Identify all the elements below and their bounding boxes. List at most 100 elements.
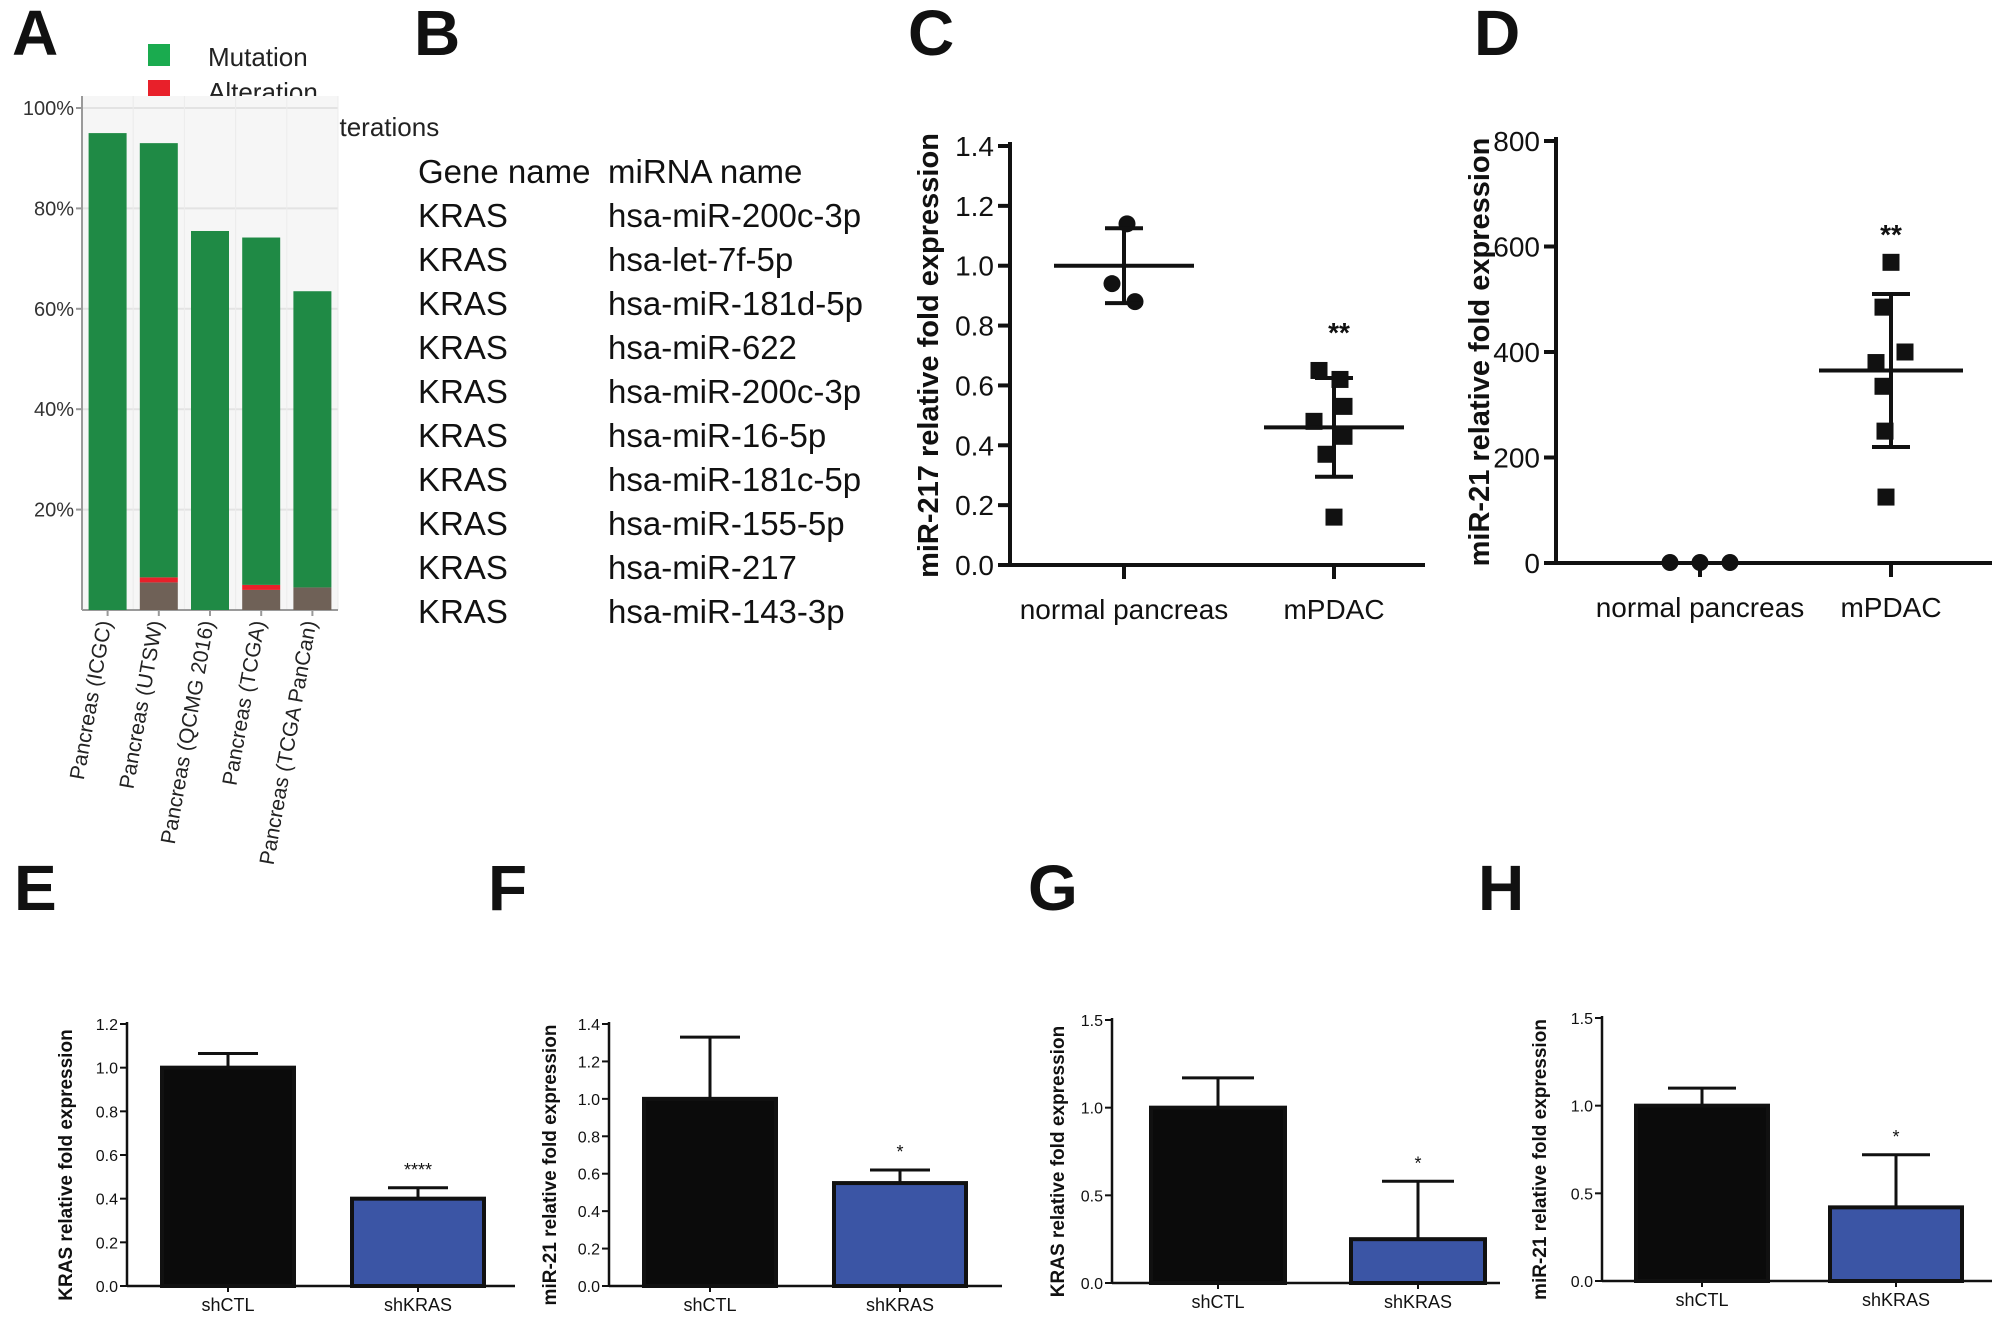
mirna-name-cell: hsa-miR-181c-5p bbox=[608, 461, 862, 498]
y-tick-label-e: 0.8 bbox=[96, 1104, 118, 1121]
category-label-d: normal pancreas bbox=[1596, 592, 1805, 623]
y-tick-label-d: 200 bbox=[1493, 443, 1540, 474]
legend-swatch-mutation bbox=[148, 44, 170, 66]
mirna-table: Gene name miRNA name KRAS hsa-miR-200c-3p… bbox=[418, 150, 863, 634]
mirna-name-cell: hsa-miR-181d-5p bbox=[608, 285, 863, 322]
y-axis-label-h: miR-21 relative fold expression bbox=[1530, 1019, 1551, 1300]
data-point bbox=[1335, 427, 1353, 445]
panel-letter-h: H bbox=[1478, 852, 1524, 924]
category-label-a: Pancreas (UTSW) bbox=[115, 619, 167, 791]
data-point bbox=[1691, 553, 1709, 571]
panel-letter-d: D bbox=[1474, 0, 1520, 69]
category-label-e: shKRAS bbox=[384, 1295, 452, 1315]
data-point bbox=[1661, 553, 1679, 571]
mirna-name-cell: hsa-miR-143-3p bbox=[608, 593, 845, 630]
data-point bbox=[1877, 488, 1895, 506]
table-row: KRAS hsa-miR-143-3p bbox=[418, 590, 863, 634]
category-label-g: shCTL bbox=[1191, 1292, 1244, 1312]
y-tick-label-e: 1.0 bbox=[96, 1061, 118, 1078]
bar-segment-alteration bbox=[139, 577, 178, 583]
category-label-a: Pancreas (TCGA PanCan) bbox=[256, 619, 322, 867]
table-row: KRAS hsa-miR-622 bbox=[418, 326, 863, 370]
significance-stars-c: ** bbox=[1328, 317, 1350, 348]
bar-shkras bbox=[832, 1181, 968, 1288]
y-tick-label-e: 0.6 bbox=[96, 1148, 118, 1165]
gene-name-cell: KRAS bbox=[418, 241, 508, 278]
table-row: KRAS hsa-miR-181d-5p bbox=[418, 282, 863, 326]
significance-stars-d: ** bbox=[1880, 219, 1902, 250]
y-tick-label-c: 0.4 bbox=[955, 430, 994, 461]
y-tick-label-f: 1.4 bbox=[578, 1017, 600, 1034]
bar-segment-mutation bbox=[293, 291, 332, 588]
bar-shctl bbox=[160, 1065, 296, 1288]
significance-stars-e: **** bbox=[404, 1160, 432, 1180]
table-row: KRAS hsa-miR-155-5p bbox=[418, 502, 863, 546]
bar-segment-mutation bbox=[242, 237, 281, 585]
table-header-row: Gene name miRNA name bbox=[418, 150, 863, 194]
bar-segment-mutation bbox=[191, 230, 229, 611]
category-label-a: Pancreas (ICGC) bbox=[66, 619, 117, 782]
y-tick-label-h: 0.5 bbox=[1571, 1186, 1593, 1203]
chart-g: 0.0 0.5 1.0 1.5 KRAS relative fold expressio… bbox=[1048, 1013, 1500, 1312]
bar-shctl bbox=[642, 1096, 778, 1289]
mirna-name-cell: hsa-miR-200c-3p bbox=[608, 197, 862, 234]
bar-shkras bbox=[1349, 1237, 1487, 1285]
y-tick-label-g: 1.5 bbox=[1081, 1013, 1103, 1030]
gene-name-cell: KRAS bbox=[418, 593, 508, 630]
y-tick-label-c: 1.4 bbox=[955, 131, 994, 162]
table-row: KRAS hsa-miR-217 bbox=[418, 546, 863, 590]
y-axis-label-e: KRAS relative fold expression bbox=[56, 1029, 77, 1300]
gene-name-cell: KRAS bbox=[418, 417, 508, 454]
y-tick-label-h: 0.0 bbox=[1571, 1274, 1593, 1291]
y-tick-label-e: 0.2 bbox=[96, 1235, 118, 1252]
y-tick-label-c: 0.2 bbox=[955, 490, 994, 521]
data-point bbox=[1867, 354, 1885, 372]
table-body: KRAS hsa-miR-200c-3p KRAS hsa-let-7f-5p KRAS… bbox=[418, 194, 863, 634]
gene-name-cell: KRAS bbox=[418, 549, 508, 586]
y-tick-label-c: 0.6 bbox=[955, 370, 994, 401]
y-tick-label-a: 100% bbox=[23, 98, 74, 120]
y-tick-label-h: 1.0 bbox=[1571, 1099, 1593, 1116]
category-label-a: Pancreas (TCGA) bbox=[218, 619, 270, 787]
panel-letter-f: F bbox=[488, 852, 527, 924]
panel-letter-e: E bbox=[14, 852, 57, 924]
y-tick-label-c: 1.0 bbox=[955, 251, 994, 282]
category-label-a: Pancreas (QCMG 2016) bbox=[157, 619, 219, 846]
header-mirna-name: miRNA name bbox=[608, 153, 803, 190]
y-tick-label-f: 1.0 bbox=[578, 1092, 600, 1109]
category-label-c: mPDAC bbox=[1283, 594, 1384, 625]
data-point bbox=[1335, 397, 1353, 415]
category-label-h: shKRAS bbox=[1862, 1290, 1930, 1310]
mirna-name-cell: hsa-let-7f-5p bbox=[608, 241, 794, 278]
category-label-d: mPDAC bbox=[1840, 592, 1941, 623]
panel-letter-g: G bbox=[1028, 852, 1078, 924]
data-point bbox=[1721, 553, 1739, 571]
significance-stars-h: * bbox=[1892, 1127, 1899, 1147]
gene-name-cell: KRAS bbox=[418, 329, 508, 366]
bar-shkras bbox=[1828, 1205, 1964, 1283]
y-tick-label-e: 1.2 bbox=[96, 1017, 118, 1034]
y-tick-label-a: 20% bbox=[34, 500, 74, 522]
y-tick-label-f: 0.8 bbox=[578, 1129, 600, 1146]
data-point bbox=[1325, 508, 1343, 526]
legend-label-mutation: Mutation bbox=[208, 42, 308, 72]
bar-shctl bbox=[1634, 1103, 1770, 1283]
y-tick-label-g: 1.0 bbox=[1081, 1101, 1103, 1118]
y-tick-label-f: 0.4 bbox=[578, 1204, 600, 1221]
gene-name-cell: KRAS bbox=[418, 373, 508, 410]
y-tick-label-a: 40% bbox=[34, 399, 74, 421]
y-tick-label-g: 0.0 bbox=[1081, 1276, 1103, 1293]
category-label-f: shCTL bbox=[683, 1295, 736, 1315]
category-label-h: shCTL bbox=[1675, 1290, 1728, 1310]
category-label-c: normal pancreas bbox=[1020, 594, 1229, 625]
chart-h: 0.0 0.5 1.0 1.5 miR-21 relative fold express… bbox=[1530, 1011, 1992, 1310]
panel-letter-b: B bbox=[414, 0, 460, 69]
y-tick-label-c: 0.0 bbox=[955, 550, 994, 581]
y-tick-label-e: 0.0 bbox=[96, 1279, 118, 1296]
bar-shctl bbox=[1149, 1105, 1287, 1285]
y-axis-label-f: miR-21 relative fold expression bbox=[540, 1025, 561, 1306]
significance-stars-g: * bbox=[1414, 1153, 1421, 1173]
y-axis-label-c: miR-217 relative fold expression bbox=[913, 133, 945, 578]
data-point bbox=[1103, 275, 1121, 293]
chart-c: 0.0 0.2 0.4 0.6 0.8 1.0 1.2 1.4 miR-217 relative… bbox=[913, 131, 1425, 625]
